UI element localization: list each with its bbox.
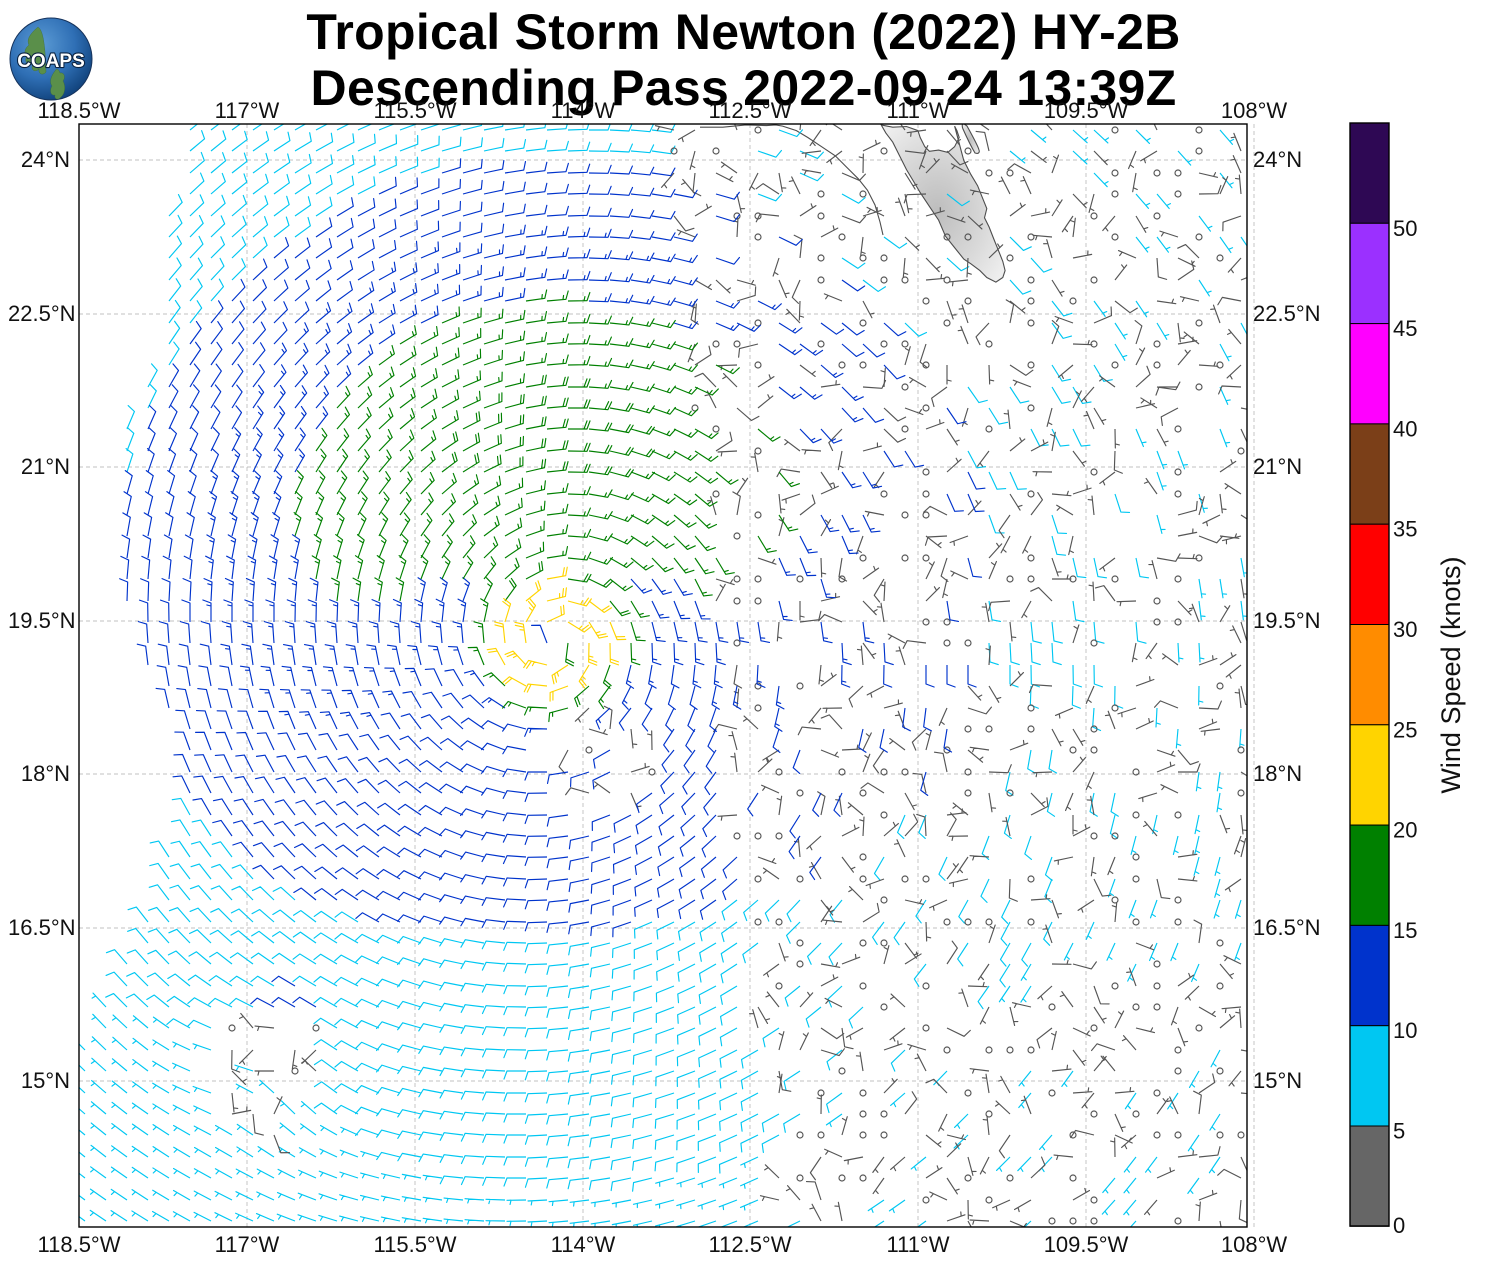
- svg-text:20: 20: [1393, 818, 1417, 843]
- svg-text:25: 25: [1393, 717, 1417, 742]
- svg-text:15: 15: [1393, 918, 1417, 943]
- svg-text:35: 35: [1393, 517, 1417, 542]
- svg-text:30: 30: [1393, 617, 1417, 642]
- svg-text:45: 45: [1393, 316, 1417, 341]
- svg-text:Wind Speed (knots): Wind Speed (knots): [1436, 556, 1466, 793]
- svg-text:5: 5: [1393, 1119, 1405, 1144]
- svg-text:0: 0: [1393, 1213, 1405, 1238]
- svg-text:50: 50: [1393, 216, 1417, 241]
- svg-text:10: 10: [1393, 1018, 1417, 1043]
- svg-text:40: 40: [1393, 416, 1417, 441]
